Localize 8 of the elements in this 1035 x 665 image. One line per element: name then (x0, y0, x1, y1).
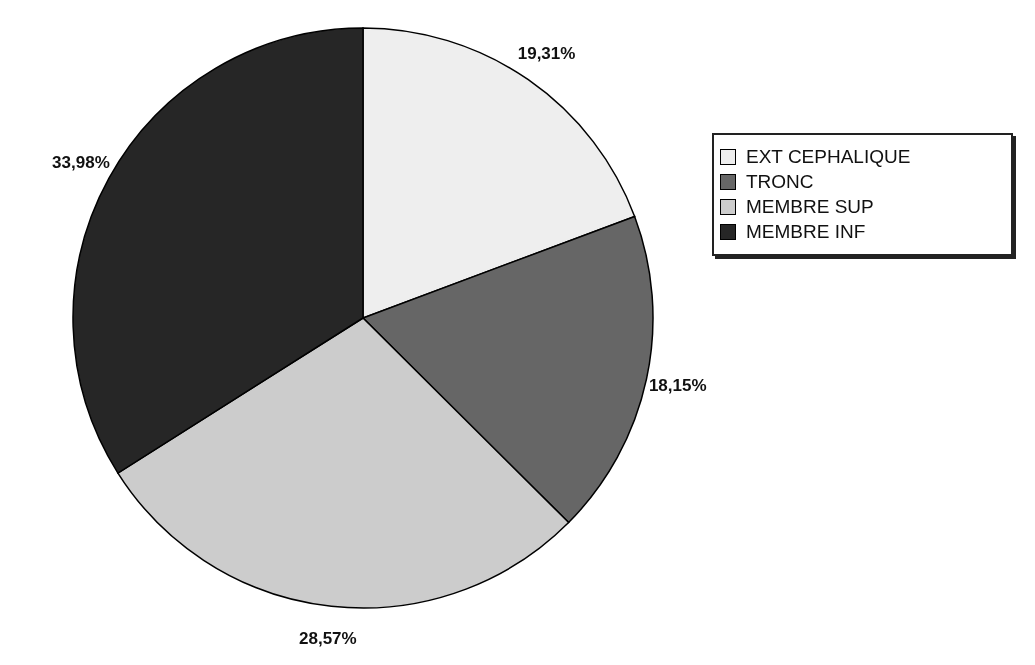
legend-label: MEMBRE SUP (746, 196, 874, 218)
legend-label: EXT CEPHALIQUE (746, 146, 911, 168)
data-label: 33,98% (52, 153, 110, 173)
legend-label: MEMBRE INF (746, 221, 866, 243)
legend-label: TRONC (746, 171, 814, 193)
data-label: 28,57% (299, 628, 357, 648)
data-label: 19,31% (517, 43, 576, 63)
data-label: 18,15% (648, 376, 707, 396)
